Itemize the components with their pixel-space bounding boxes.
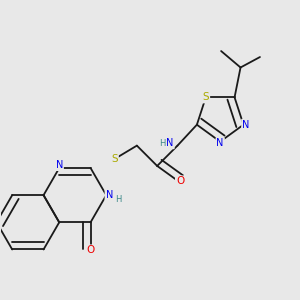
Text: O: O bbox=[176, 176, 184, 187]
Text: N: N bbox=[106, 190, 113, 200]
Text: N: N bbox=[166, 138, 174, 148]
Text: N: N bbox=[242, 120, 250, 130]
Text: N: N bbox=[56, 160, 63, 170]
Text: H: H bbox=[159, 139, 165, 148]
Text: S: S bbox=[111, 154, 118, 164]
Text: H: H bbox=[116, 195, 122, 204]
Text: S: S bbox=[202, 92, 209, 102]
Text: N: N bbox=[217, 138, 224, 148]
Text: O: O bbox=[86, 245, 95, 256]
